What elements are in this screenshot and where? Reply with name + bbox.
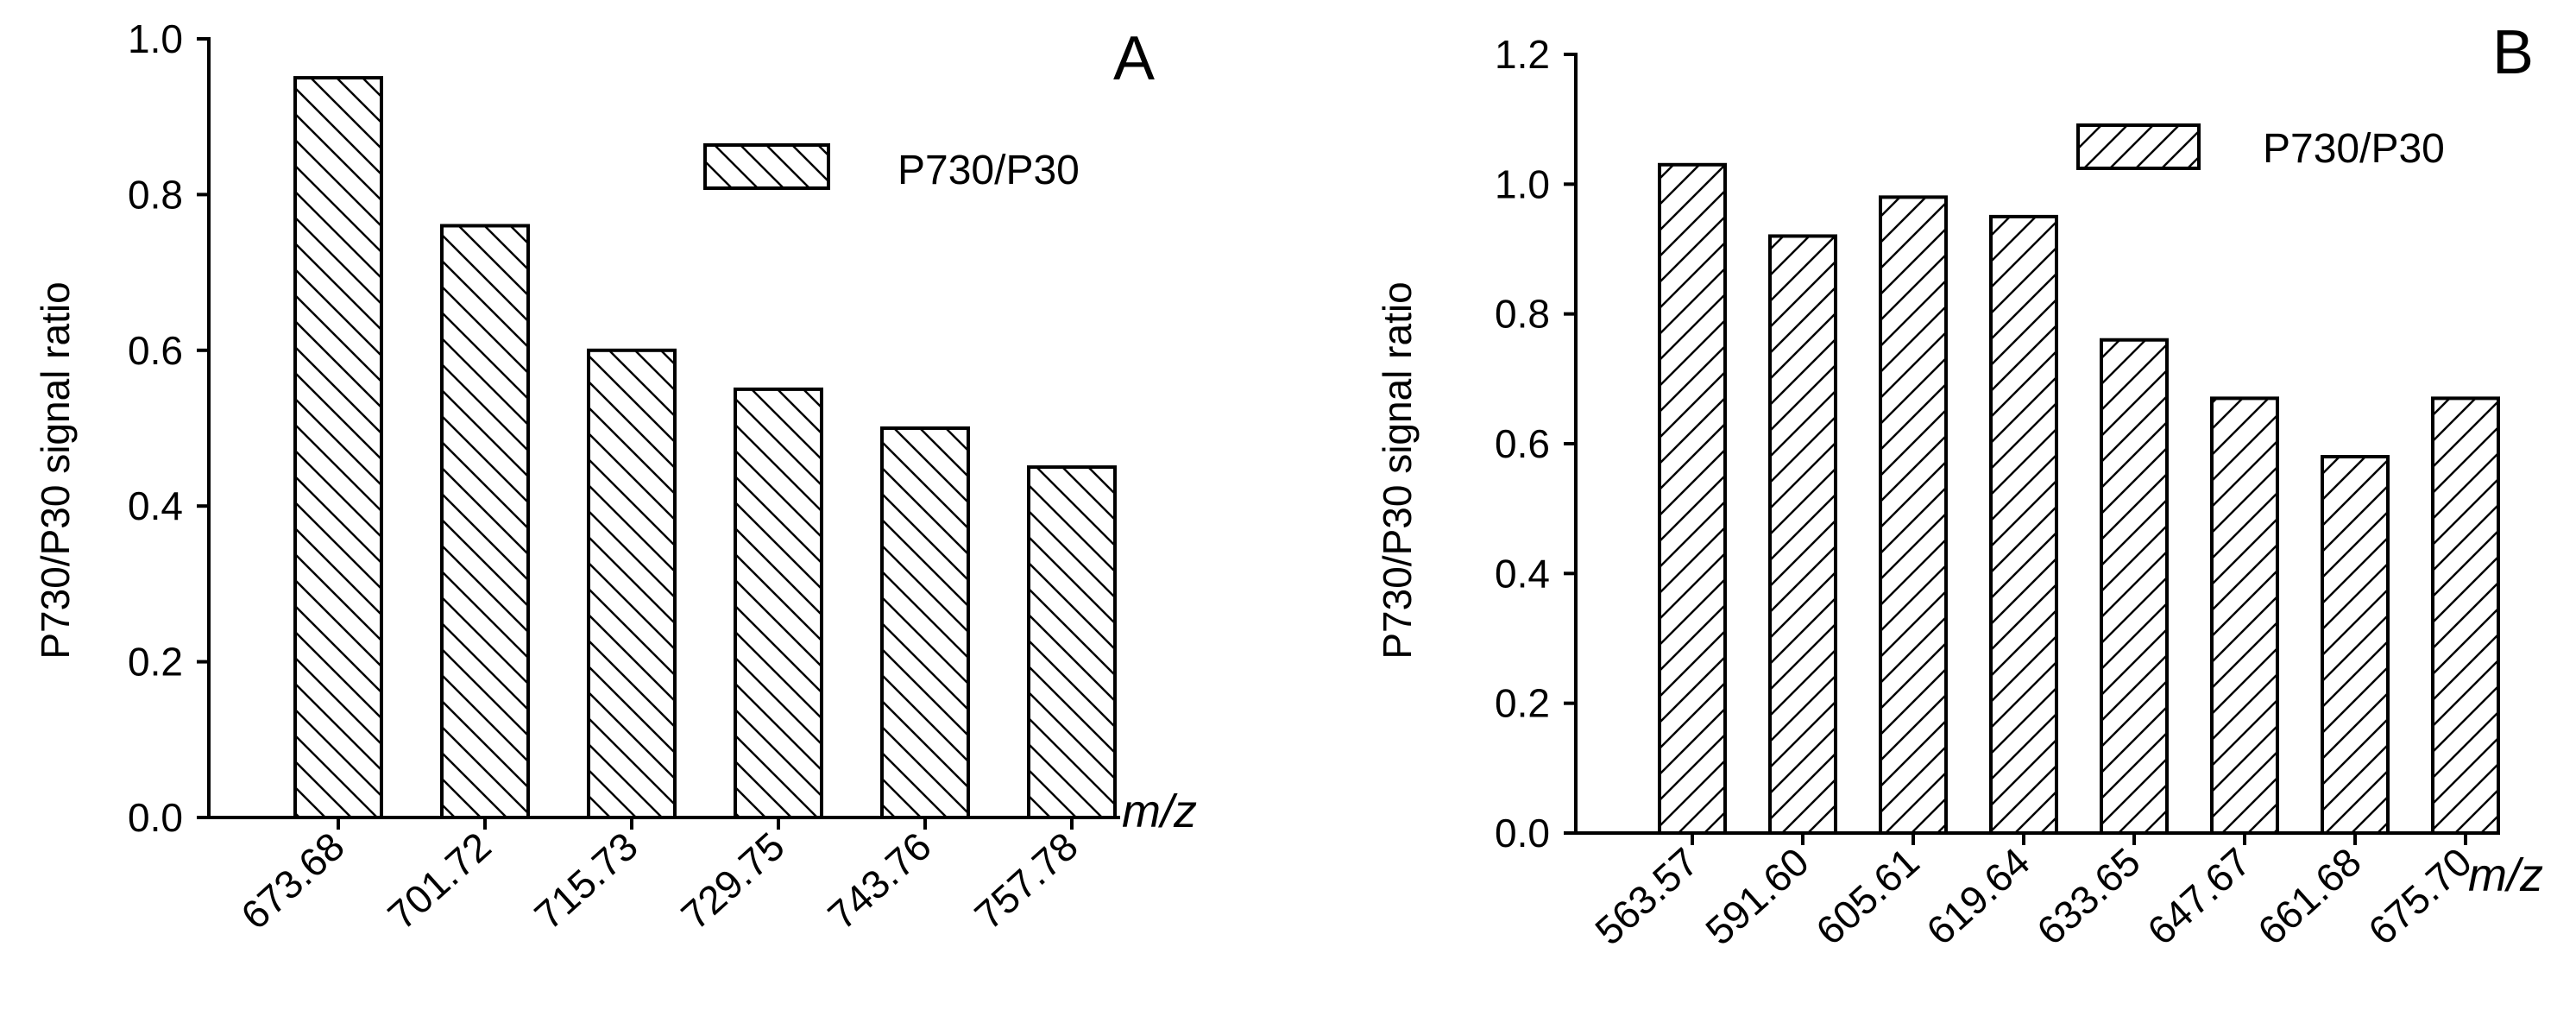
bar-591.60 (1768, 234, 1837, 835)
bars-panel-b (1658, 162, 2500, 836)
x-tick-label: 715.73 (526, 824, 646, 938)
bar-605.61 (1879, 195, 1948, 836)
bar-715.73 (587, 348, 677, 819)
bar-673.68 (293, 76, 383, 820)
chart-panel-a: 0.0 0.2 0.4 0.6 0.8 1.0 673.68 701.72 715.73 729… (33, 16, 1197, 938)
chart-panel-b: 0.0 0.2 0.4 0.6 0.8 1.0 1.2 563.57591.60605.61… (1375, 18, 2543, 954)
x-tick-label: 633.65 (2028, 839, 2148, 954)
x-tick-label: 729.75 (672, 824, 792, 938)
x-axis-title-panel-a: m/z (1122, 786, 1197, 837)
y-tick-label: 0.4 (128, 483, 183, 528)
x-tick-label: 757.78 (966, 824, 1086, 938)
y-axis-title-panel-b: P730/P30 signal ratio (1375, 281, 1420, 659)
x-tick-label: 647.67 (2138, 839, 2258, 954)
bar-701.72 (440, 224, 530, 820)
bar-743.76 (880, 426, 970, 819)
x-tick-label: 701.72 (379, 824, 499, 938)
x-tick-label: 675.70 (2359, 839, 2479, 954)
bar-757.78 (1027, 465, 1117, 819)
x-tick-label: 673.68 (232, 824, 352, 938)
x-tick-label: 563.57 (1586, 839, 1706, 954)
bar-661.68 (2321, 455, 2390, 835)
axes-panel-a (207, 37, 1120, 830)
bar-675.70 (2431, 396, 2500, 835)
x-tick-labels-panel-a: 673.68 701.72 715.73 729.75 743.76 757.78 (232, 824, 1086, 938)
y-tick-label: 0.8 (128, 172, 183, 217)
legend-label-panel-a: P730/P30 (898, 148, 1080, 193)
legend-swatch-panel-b (2076, 123, 2201, 170)
bar-647.67 (2210, 396, 2279, 835)
bar-633.65 (2100, 338, 2169, 835)
y-tick-label: 0.6 (1495, 421, 1550, 466)
y-tick-label: 0.0 (1495, 811, 1550, 855)
y-tick-label: 0.6 (128, 328, 183, 373)
legend-panel-b: P730/P30 (2076, 123, 2445, 172)
legend-label-panel-b: P730/P30 (2263, 126, 2445, 172)
bar-729.75 (734, 387, 823, 819)
panel-label-b: B (2492, 18, 2534, 87)
bars-panel-a (293, 76, 1117, 820)
x-tick-label: 619.64 (1918, 839, 2037, 954)
legend-panel-a: P730/P30 (703, 143, 1080, 193)
x-tick-labels-panel-b: 563.57591.60605.61619.64633.65647.67661.… (1586, 839, 2479, 954)
y-tick-label: 1.0 (128, 16, 183, 61)
y-tick-label: 1.0 (1495, 161, 1550, 206)
x-tick-label: 605.61 (1807, 839, 1927, 954)
y-axis-title-panel-a: P730/P30 signal ratio (33, 281, 78, 659)
panel-label-a: A (1113, 24, 1155, 93)
y-tick-label: 1.2 (1495, 32, 1550, 77)
x-tick-label: 661.68 (2249, 839, 2369, 954)
x-tick-label: 743.76 (819, 824, 939, 938)
y-tick-label: 0.2 (1495, 681, 1550, 726)
y-tick-label: 0.2 (128, 640, 183, 685)
legend-swatch-panel-a (703, 143, 830, 190)
y-ticks-panel-b: 0.0 0.2 0.4 0.6 0.8 1.0 1.2 (1495, 32, 1576, 855)
y-tick-label: 0.8 (1495, 292, 1550, 337)
x-axis-title-panel-b: m/z (2468, 849, 2543, 901)
bar-619.64 (1989, 214, 2058, 835)
y-tick-label: 0.4 (1495, 551, 1550, 596)
x-tick-label: 591.60 (1697, 839, 1817, 954)
y-ticks-panel-a: 0.0 0.2 0.4 0.6 0.8 1.0 (128, 16, 209, 840)
y-tick-label: 0.0 (128, 795, 183, 840)
bar-563.57 (1658, 162, 1727, 836)
